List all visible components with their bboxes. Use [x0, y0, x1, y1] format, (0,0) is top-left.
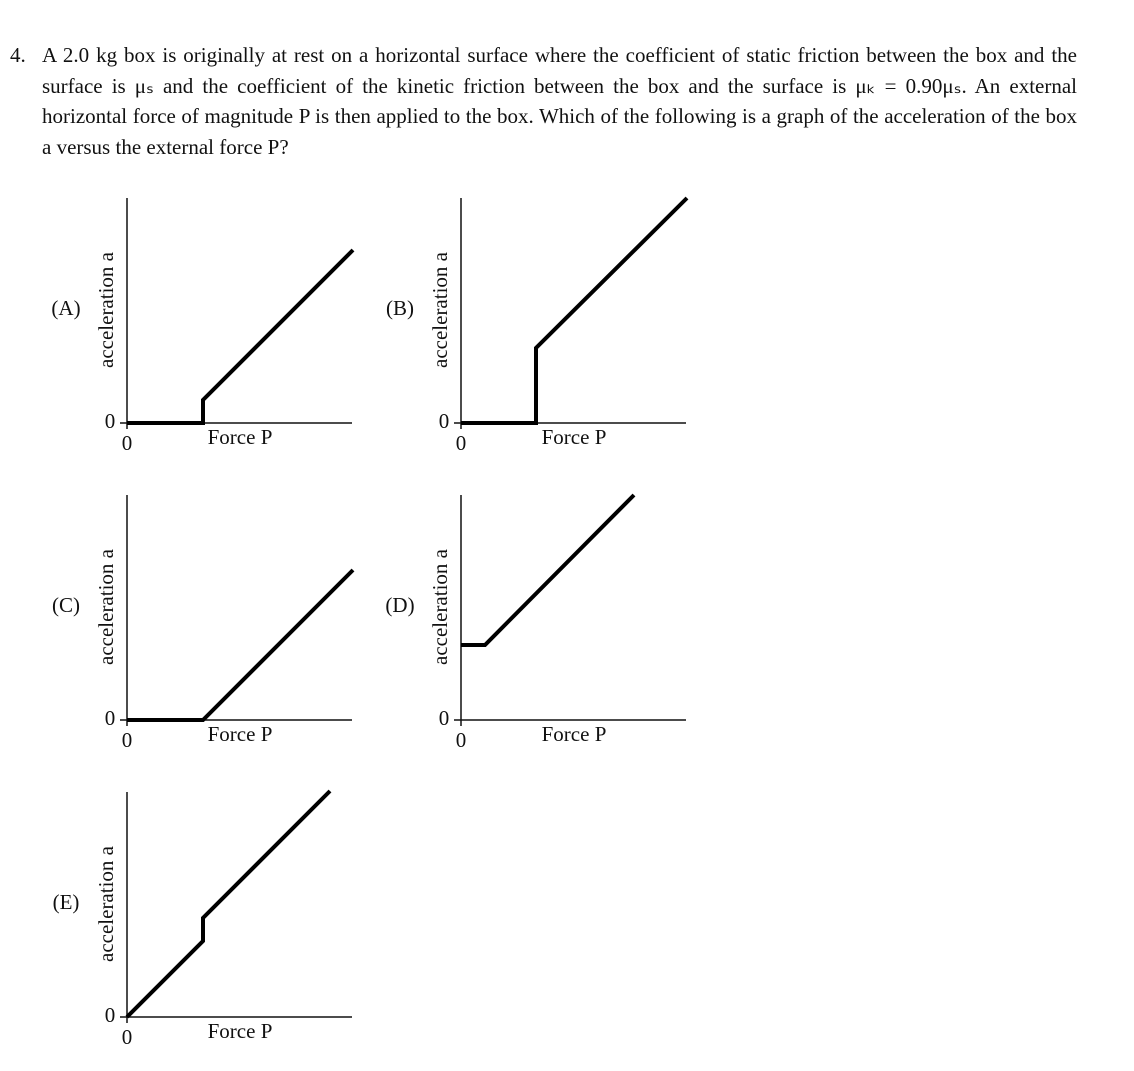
y-origin-label: 0: [105, 706, 116, 730]
x-origin-label: 0: [456, 431, 467, 455]
y-axis-label: acceleration a: [94, 845, 118, 962]
option-label: (B): [386, 296, 414, 320]
y-axis-label: acceleration a: [94, 548, 118, 665]
x-axis-label: Force P: [542, 425, 607, 449]
option-label: (C): [52, 593, 80, 617]
curve: [461, 196, 689, 425]
x-axis-label: Force P: [542, 722, 607, 746]
x-axis-label: Force P: [208, 425, 273, 449]
x-axis-label: Force P: [208, 722, 273, 746]
y-axis-label: acceleration a: [428, 251, 452, 368]
question-number: 4.: [10, 43, 26, 67]
curve: [461, 493, 636, 647]
curve: [125, 789, 332, 1019]
question-text: A 2.0 kg box is originally at rest on a …: [42, 43, 1077, 159]
curve: [127, 568, 355, 722]
curve: [127, 248, 355, 425]
option-label: (E): [53, 890, 80, 914]
x-origin-label: 0: [456, 728, 467, 752]
y-axis-label: acceleration a: [94, 251, 118, 368]
y-origin-label: 0: [105, 409, 116, 433]
y-origin-label: 0: [439, 409, 450, 433]
option-label: (D): [385, 593, 414, 617]
x-origin-label: 0: [122, 728, 133, 752]
y-origin-label: 0: [105, 1003, 116, 1027]
y-origin-label: 0: [439, 706, 450, 730]
x-axis-label: Force P: [208, 1019, 273, 1043]
option-label: (A): [51, 296, 80, 320]
x-origin-label: 0: [122, 1025, 133, 1049]
y-axis-label: acceleration a: [428, 548, 452, 665]
x-origin-label: 0: [122, 431, 133, 455]
